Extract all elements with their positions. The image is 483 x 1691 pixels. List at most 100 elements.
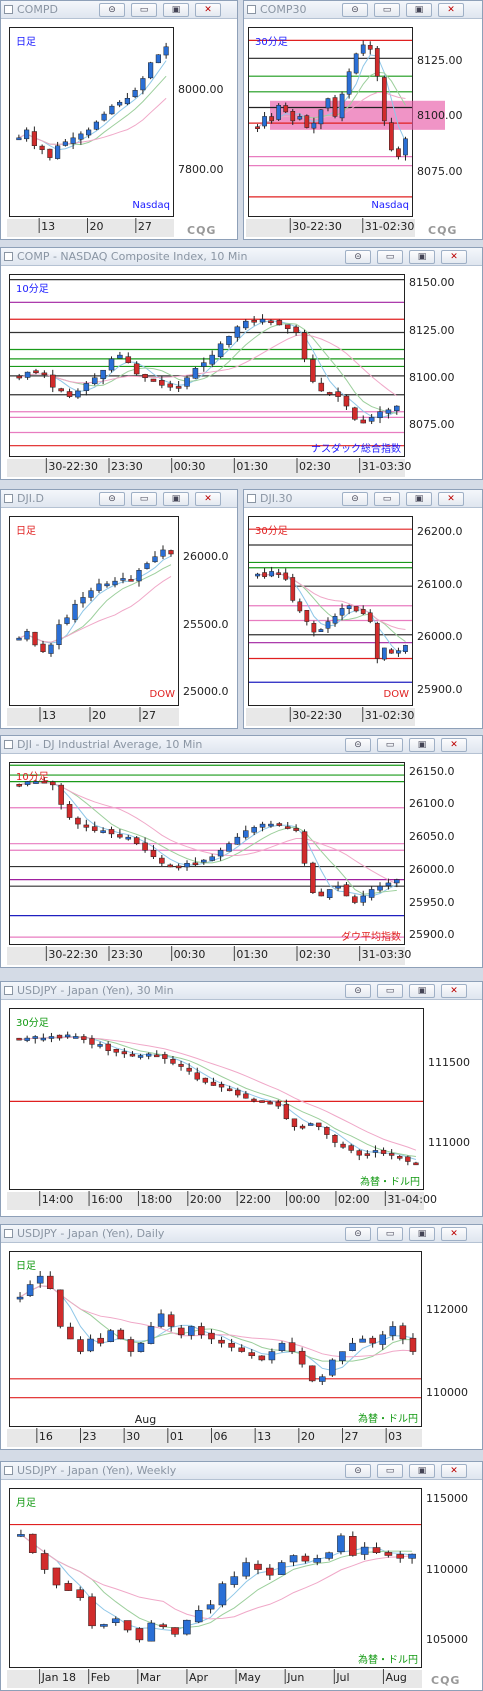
candle-body <box>332 97 338 117</box>
candle-body <box>175 865 182 869</box>
candle-body <box>405 1156 411 1162</box>
candle-body <box>356 1150 362 1156</box>
link-button[interactable]: ⊝ <box>99 3 125 17</box>
link-button[interactable]: ⊝ <box>345 250 371 264</box>
candle-body <box>226 1088 233 1092</box>
timeframe-label: 30分足 <box>255 37 288 48</box>
candle-body <box>109 105 115 115</box>
window-titlebar[interactable]: USDJPY - Japan (Yen), Weekly ⊝ ▭ ▣ ✕ <box>1 1462 482 1480</box>
chart-window-dji10[interactable]: DJI - DJ Industrial Average, 10 Min ⊝ ▭ … <box>0 735 483 968</box>
chart-plot-comp10[interactable] <box>9 274 405 457</box>
candle-body <box>40 1553 49 1570</box>
close-button[interactable]: ✕ <box>195 3 221 17</box>
candle-body <box>396 1554 405 1559</box>
maximize-button[interactable]: ▣ <box>409 984 435 998</box>
candle-body <box>133 837 140 844</box>
link-button[interactable]: ⊝ <box>345 738 371 752</box>
minimize-button[interactable]: ▭ <box>374 3 400 17</box>
link-button[interactable]: ⊝ <box>99 492 125 506</box>
candle-body <box>145 1053 152 1057</box>
minimize-button[interactable]: ▭ <box>377 1464 403 1478</box>
maximize-button[interactable]: ▣ <box>409 1464 435 1478</box>
maximize-button[interactable]: ▣ <box>406 492 432 506</box>
candle-body <box>403 645 408 652</box>
window-titlebar[interactable]: COMP - NASDAQ Composite Index, 10 Min ⊝ … <box>1 248 482 266</box>
minimize-button[interactable]: ▭ <box>131 3 157 17</box>
candle-body <box>108 829 115 835</box>
link-button[interactable]: ⊝ <box>345 984 371 998</box>
link-button[interactable]: ⊝ <box>345 1227 371 1241</box>
minimize-button[interactable]: ▭ <box>377 984 403 998</box>
link-button[interactable]: ⊝ <box>345 1464 371 1478</box>
moving-average-line <box>19 1285 414 1371</box>
minimize-button[interactable]: ▭ <box>377 1227 403 1241</box>
window-titlebar[interactable]: DJI - DJ Industrial Average, 10 Min ⊝ ▭ … <box>1 736 482 754</box>
chart-plot-dji10[interactable] <box>9 762 405 945</box>
chart-plot-djid[interactable] <box>9 516 179 706</box>
window-titlebar[interactable]: DJI.30 ⊝ ▭ ▣ ✕ <box>244 490 482 508</box>
minimize-button[interactable]: ▭ <box>377 250 403 264</box>
x-tick-label: 31-03:30 <box>361 948 412 961</box>
candle-body <box>268 1351 276 1361</box>
x-tick-label: 27 <box>137 220 152 233</box>
chart-window-dji30[interactable]: DJI.30 ⊝ ▭ ▣ ✕ 26200.0 26100.0 26000.0 2590… <box>243 489 483 729</box>
chart-window-compd[interactable]: COMPD ⊝ ▭ ▣ ✕ CQG 8000.00 7800.00 13 20 27 日足… <box>0 0 238 240</box>
close-button[interactable]: ✕ <box>441 1227 467 1241</box>
window-title: DJI.D <box>17 492 44 505</box>
chart-plot-usdw[interactable] <box>9 1488 422 1668</box>
chart-plot-compd[interactable] <box>9 27 174 217</box>
candle-body <box>89 1038 95 1045</box>
close-button[interactable]: ✕ <box>441 1464 467 1478</box>
x-tick-label: 27 <box>344 1430 359 1443</box>
window-titlebar[interactable]: USDJPY - Japan (Yen), Daily ⊝ ▭ ▣ ✕ <box>1 1225 482 1243</box>
candle-body <box>348 1145 354 1151</box>
y-tick-label: 26100.0 <box>409 797 455 811</box>
candle-body <box>360 419 367 424</box>
link-button[interactable]: ⊝ <box>342 3 368 17</box>
chart-window-usdw[interactable]: USDJPY - Japan (Yen), Weekly ⊝ ▭ ▣ ✕ CQG… <box>0 1461 483 1691</box>
maximize-button[interactable]: ▣ <box>409 1227 435 1241</box>
window-titlebar[interactable]: USDJPY - Japan (Yen), 30 Min ⊝ ▭ ▣ ✕ <box>1 982 482 1000</box>
link-button[interactable]: ⊝ <box>342 492 368 506</box>
y-tick-label: 25900.0 <box>417 683 463 697</box>
minimize-button[interactable]: ▭ <box>374 492 400 506</box>
window-titlebar[interactable]: COMPD ⊝ ▭ ▣ ✕ <box>1 1 237 19</box>
close-button[interactable]: ✕ <box>441 984 467 998</box>
maximize-button[interactable]: ▣ <box>406 3 432 17</box>
candle-body <box>226 843 232 852</box>
candle-body <box>298 1350 306 1365</box>
minimize-button[interactable]: ▭ <box>377 738 403 752</box>
window-titlebar[interactable]: COMP30 ⊝ ▭ ▣ ✕ <box>244 1 482 19</box>
candle-body <box>318 629 324 632</box>
candle-body <box>394 879 400 884</box>
candle-body <box>218 1084 225 1088</box>
chart-window-comp10[interactable]: COMP - NASDAQ Composite Index, 10 Min ⊝ … <box>0 247 483 480</box>
chart-plot-dji30[interactable] <box>248 516 413 706</box>
close-button[interactable]: ✕ <box>195 492 221 506</box>
close-button[interactable]: ✕ <box>441 738 467 752</box>
maximize-button[interactable]: ▣ <box>163 3 189 17</box>
window-titlebar[interactable]: DJI.D ⊝ ▭ ▣ ✕ <box>1 490 237 508</box>
candle-body <box>360 44 366 54</box>
close-button[interactable]: ✕ <box>438 492 464 506</box>
x-tick-label: 01 <box>169 1430 184 1443</box>
chart-window-djid[interactable]: DJI.D ⊝ ▭ ▣ ✕ 26000.0 25500.0 25000.0 13 20 2… <box>0 489 238 729</box>
maximize-button[interactable]: ▣ <box>163 492 189 506</box>
close-button[interactable]: ✕ <box>438 3 464 17</box>
candle-body <box>171 1627 179 1635</box>
x-tick-label: Jun <box>287 1671 305 1684</box>
close-button[interactable]: ✕ <box>441 250 467 264</box>
chart-window-usdd[interactable]: USDJPY - Japan (Yen), Daily ⊝ ▭ ▣ ✕ 1120… <box>0 1224 483 1450</box>
candle-body <box>311 122 317 129</box>
chart-window-usd30[interactable]: USDJPY - Japan (Yen), 30 Min ⊝ ▭ ▣ ✕ 111… <box>0 981 483 1217</box>
candle-body <box>262 572 267 577</box>
candle-body <box>64 1034 71 1038</box>
candle-body <box>284 826 291 829</box>
candle-body <box>248 1352 256 1357</box>
candle-body <box>208 1332 215 1340</box>
maximize-button[interactable]: ▣ <box>409 738 435 752</box>
candle-body <box>167 1314 175 1327</box>
minimize-button[interactable]: ▭ <box>131 492 157 506</box>
maximize-button[interactable]: ▣ <box>409 250 435 264</box>
chart-window-comp30[interactable]: COMP30 ⊝ ▭ ▣ ✕ CQG 8125.00 8100.00 8075.00… <box>243 0 483 240</box>
